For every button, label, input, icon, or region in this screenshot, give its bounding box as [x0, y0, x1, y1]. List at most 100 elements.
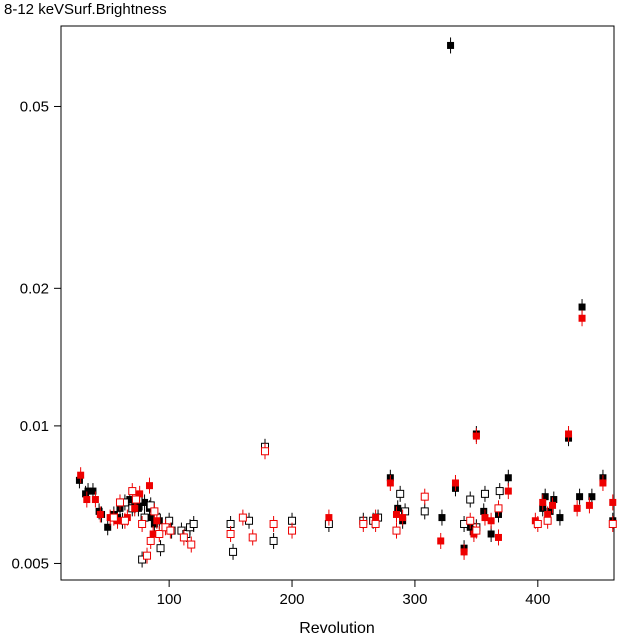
plot-frame [60, 25, 615, 581]
point-marker [126, 496, 134, 504]
point-marker [550, 496, 558, 504]
point-marker [134, 504, 142, 512]
data-point-open [150, 503, 159, 520]
data-point-open [156, 540, 165, 557]
data-point-open [533, 515, 542, 532]
data-point-filled [325, 509, 333, 526]
point-marker [145, 482, 153, 490]
x-axis-label: Revolution [299, 620, 375, 634]
data-point-open [229, 543, 238, 560]
point-marker [541, 493, 549, 501]
data-point-open [226, 525, 235, 542]
point-marker [573, 504, 581, 512]
point-marker [472, 526, 481, 535]
x-tick-label: 300 [402, 591, 427, 608]
data-point-open [166, 522, 175, 539]
point-marker [460, 548, 468, 556]
data-point-open [288, 522, 297, 539]
data-point-filled [565, 425, 573, 442]
data-point-filled [481, 509, 489, 526]
data-point-open [466, 491, 475, 508]
y-tick-label: 0.02 [20, 280, 49, 297]
point-marker [91, 496, 99, 504]
data-point-filled [472, 428, 480, 445]
data-point-filled [77, 467, 85, 484]
point-marker [153, 517, 161, 525]
data-point-open [260, 443, 269, 460]
point-marker [136, 490, 144, 498]
point-marker [248, 533, 257, 542]
point-marker [392, 510, 400, 518]
point-marker [131, 504, 139, 512]
x-tick-label: 400 [525, 591, 550, 608]
point-marker [578, 303, 586, 311]
x-tick-label: 200 [280, 591, 305, 608]
data-point-open [494, 500, 503, 517]
data-point-open [143, 547, 152, 564]
point-marker [585, 501, 593, 509]
data-point-filled [504, 483, 512, 500]
data-point-open [472, 522, 481, 539]
point-marker [588, 493, 596, 501]
y-tick-label: 0.05 [20, 98, 49, 115]
data-point-open [146, 532, 155, 549]
point-marker [466, 495, 475, 504]
data-point-filled [460, 543, 468, 560]
data-point-filled [549, 497, 557, 514]
point-marker [576, 493, 584, 501]
point-marker [325, 514, 333, 522]
point-marker [578, 314, 586, 322]
point-marker [609, 498, 617, 506]
point-marker [229, 547, 238, 556]
point-marker [487, 517, 495, 525]
data-point-open [269, 515, 278, 532]
point-marker [447, 41, 455, 49]
data-point-open [371, 515, 380, 532]
data-point-open [420, 488, 429, 505]
point-marker [288, 526, 297, 535]
data-point-filled [438, 509, 446, 526]
data-point-open [495, 483, 504, 500]
point-marker [359, 519, 368, 528]
point-marker [394, 504, 402, 512]
y-axis: 0.005 0.01 0.02 0.05 [11, 98, 61, 572]
data-point-filled [609, 494, 617, 511]
data-point-open [248, 529, 257, 546]
point-marker [189, 519, 198, 528]
data-point-open [115, 494, 124, 511]
data-point-open [109, 509, 118, 526]
data-point-filled [386, 474, 394, 491]
point-marker [128, 487, 137, 496]
point-marker [104, 523, 112, 531]
data-point-open [392, 522, 401, 539]
point-marker [260, 447, 269, 456]
data-point-open [131, 491, 140, 508]
data-point-filled [392, 506, 400, 523]
data-point-open [466, 512, 475, 529]
point-marker [155, 529, 164, 538]
point-marker [420, 492, 429, 501]
point-marker [150, 507, 159, 516]
point-marker [141, 498, 149, 506]
data-point-open [480, 485, 489, 502]
data-point-open [396, 485, 405, 502]
point-marker [396, 489, 405, 498]
data-point-open [187, 536, 196, 553]
data-point-filled [141, 494, 149, 511]
point-marker [187, 540, 196, 549]
point-marker [495, 487, 504, 496]
point-marker [549, 501, 557, 509]
point-marker [480, 489, 489, 498]
point-marker [75, 476, 83, 484]
data-point-open [608, 515, 617, 532]
data-point-filled [487, 512, 495, 529]
point-marker [371, 519, 380, 528]
data-point-open [138, 515, 147, 532]
data-point-filled [83, 491, 91, 508]
point-marker [420, 507, 429, 516]
point-marker [466, 516, 475, 525]
point-marker [179, 533, 188, 542]
point-marker [437, 537, 445, 545]
point-marker [83, 496, 91, 504]
data-point-filled [96, 506, 104, 523]
